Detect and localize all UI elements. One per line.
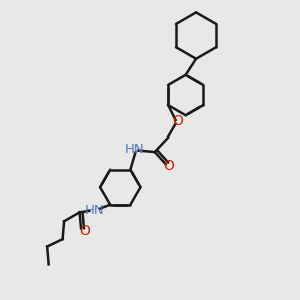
Text: O: O <box>164 159 175 173</box>
Text: O: O <box>172 114 183 128</box>
Text: HN: HN <box>124 143 144 156</box>
Text: O: O <box>80 224 90 238</box>
Text: HN: HN <box>85 203 104 217</box>
